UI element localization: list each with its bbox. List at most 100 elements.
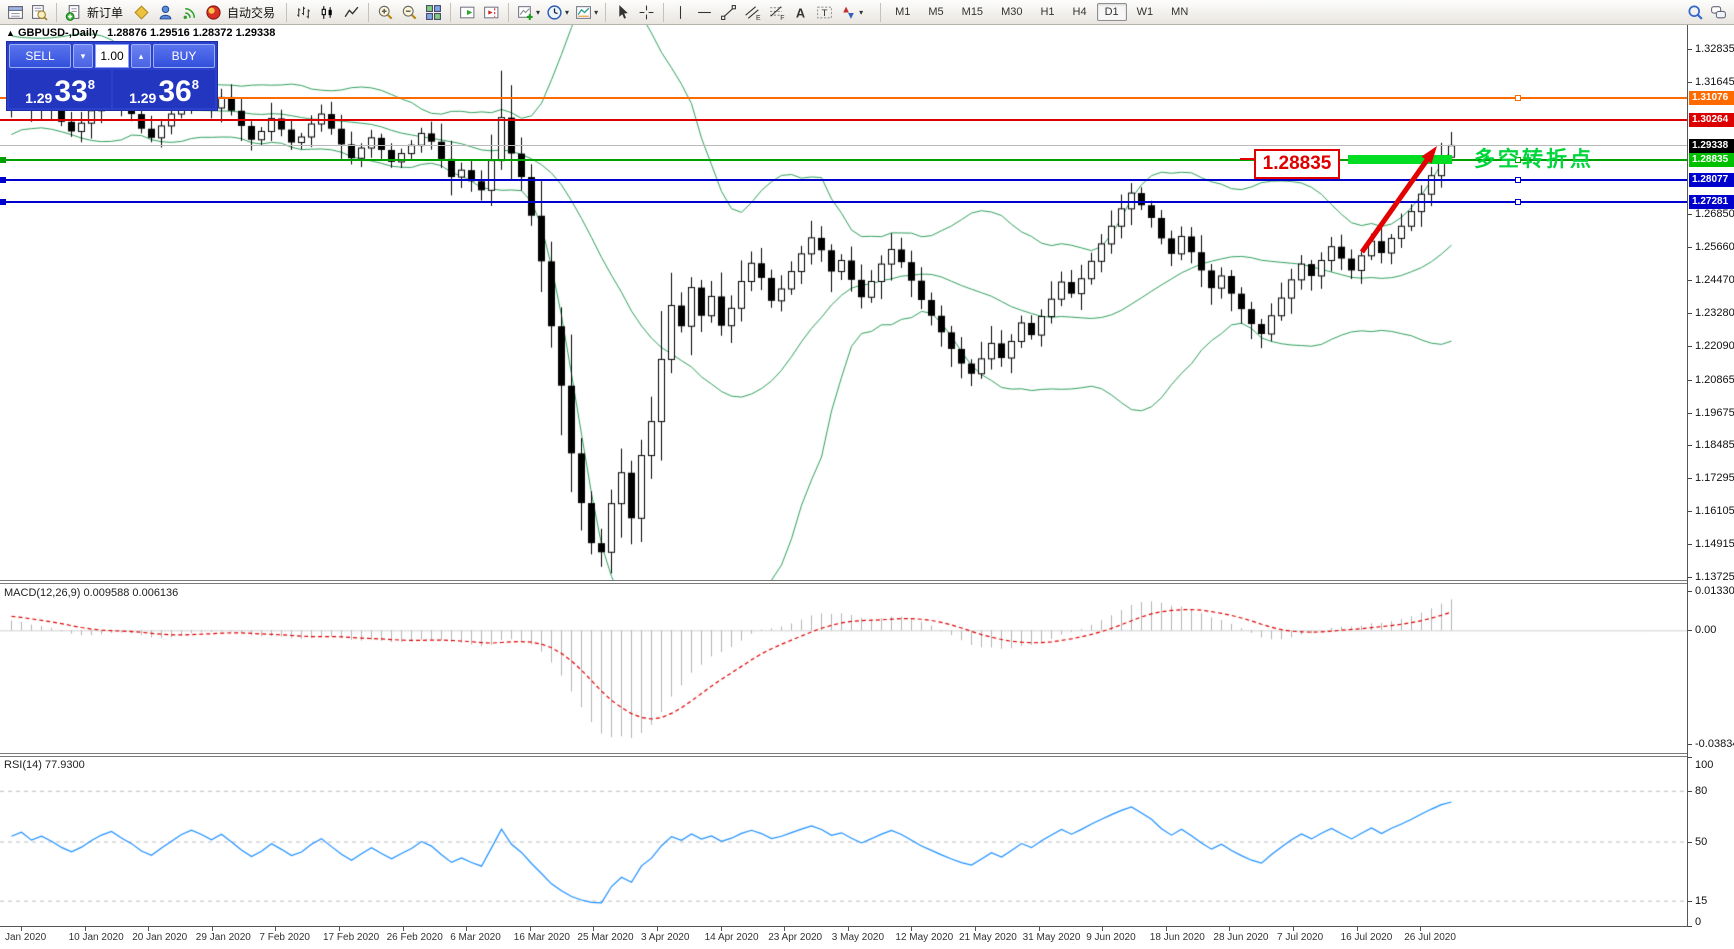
date-label: 26 Feb 2020 bbox=[386, 932, 443, 943]
main-chart-canvas[interactable] bbox=[0, 25, 1687, 580]
date-label: 3 May 2020 bbox=[831, 932, 885, 943]
templates-dropdown-icon[interactable]: ▾ bbox=[594, 7, 599, 17]
turning-point-note[interactable]: 多空转折点 bbox=[1474, 148, 1594, 171]
timeframe-M15[interactable]: M15 bbox=[961, 6, 984, 18]
date-label: Jan 2020 bbox=[5, 932, 47, 943]
timeframe-H4[interactable]: H4 bbox=[1072, 6, 1087, 18]
timeframe-M30[interactable]: M30 bbox=[1001, 6, 1023, 18]
price-axis-border bbox=[1687, 25, 1688, 927]
timeframe-MN[interactable]: MN bbox=[1171, 6, 1189, 18]
date-label: 26 Jul 2020 bbox=[1404, 932, 1456, 943]
indicators-dropdown-icon[interactable]: ▾ bbox=[536, 7, 541, 17]
metaeditor-icon[interactable] bbox=[130, 2, 153, 23]
date-label: 16 Jul 2020 bbox=[1340, 932, 1393, 943]
timeframe-M1[interactable]: M1 bbox=[895, 6, 911, 18]
timeframe-D1[interactable]: D1 bbox=[1096, 3, 1127, 21]
chart-shift-icon[interactable] bbox=[480, 2, 503, 23]
svg-text:A: A bbox=[796, 5, 805, 20]
price-annotation-box[interactable]: 1.28835 bbox=[1254, 149, 1340, 179]
timeframe-H1[interactable]: H1 bbox=[1040, 6, 1055, 18]
date-label: 16 Mar 2020 bbox=[513, 932, 570, 943]
toolbar-separator bbox=[286, 2, 288, 22]
date-label: 31 May 2020 bbox=[1022, 932, 1081, 943]
price-line-tag: 1.28077 bbox=[1689, 173, 1734, 188]
date-label: 10 Jan 2020 bbox=[68, 932, 124, 943]
toolbar-separator bbox=[663, 2, 665, 22]
indicators-icon[interactable] bbox=[514, 2, 537, 23]
text-icon[interactable]: A bbox=[789, 2, 812, 23]
timeframe-toolbar: M1 M5 M15 M30 H1 H4 D1 W1 MN bbox=[886, 3, 1197, 21]
terminal-panel-icon[interactable] bbox=[4, 2, 27, 23]
time-axis-border bbox=[0, 926, 1687, 927]
horizontal-line-icon[interactable] bbox=[693, 2, 716, 23]
panel-separator[interactable] bbox=[0, 756, 1687, 757]
sell-button[interactable]: SELL bbox=[9, 44, 71, 68]
timeframe-M5[interactable]: M5 bbox=[928, 6, 944, 18]
zoom-in-icon[interactable] bbox=[374, 2, 397, 23]
search-icon[interactable] bbox=[1684, 2, 1707, 23]
channel-icon[interactable]: E bbox=[741, 2, 764, 23]
svg-text:T: T bbox=[822, 8, 828, 19]
panel-separator[interactable] bbox=[0, 753, 1687, 754]
toolbar-separator bbox=[508, 2, 510, 22]
periods-dropdown-icon[interactable]: ▾ bbox=[565, 7, 570, 17]
candlestick-chart-icon[interactable] bbox=[316, 2, 339, 23]
date-label: 14 Apr 2020 bbox=[704, 932, 759, 943]
date-label: 7 Jul 2020 bbox=[1277, 932, 1324, 943]
line-chart-icon[interactable] bbox=[340, 2, 363, 23]
vertical-line-icon[interactable] bbox=[669, 2, 692, 23]
buy-price-big: 36 bbox=[158, 75, 192, 109]
date-label: 29 Jan 2020 bbox=[195, 932, 251, 943]
date-label: 17 Feb 2020 bbox=[323, 932, 380, 943]
autotrading-label[interactable]: 自动交易 bbox=[227, 5, 276, 20]
buy-price-pip: 8 bbox=[191, 77, 199, 92]
date-label: 28 Jun 2020 bbox=[1213, 932, 1269, 943]
volume-decrease-button[interactable]: ▾ bbox=[73, 44, 93, 68]
volume-input[interactable] bbox=[95, 44, 129, 68]
panel-separator[interactable] bbox=[0, 583, 1687, 584]
text-label-icon[interactable]: T bbox=[813, 2, 836, 23]
tile-windows-icon[interactable] bbox=[422, 2, 445, 23]
arrows-icon[interactable] bbox=[837, 2, 860, 23]
svg-text:F: F bbox=[780, 14, 784, 20]
data-window-icon[interactable] bbox=[28, 2, 51, 23]
date-label: 9 Jun 2020 bbox=[1086, 932, 1136, 943]
rsi-panel-canvas[interactable] bbox=[0, 757, 1687, 926]
trendline-icon[interactable] bbox=[717, 2, 740, 23]
signals-icon[interactable] bbox=[178, 2, 201, 23]
toolbar-separator bbox=[880, 2, 882, 22]
new-order-label[interactable]: 新订单 bbox=[87, 5, 124, 20]
date-label: 7 Feb 2020 bbox=[259, 932, 310, 943]
date-label: 18 Jun 2020 bbox=[1149, 932, 1205, 943]
auto-scroll-icon[interactable] bbox=[456, 2, 479, 23]
buy-button[interactable]: BUY bbox=[153, 44, 215, 68]
sell-price-prefix: 1.29 bbox=[25, 90, 53, 106]
toolbar-separator bbox=[605, 2, 607, 22]
cursor-icon[interactable] bbox=[611, 2, 634, 23]
sell-price-pip: 8 bbox=[87, 77, 95, 92]
new-order-icon[interactable] bbox=[62, 2, 85, 23]
support-highlight-bar[interactable] bbox=[1348, 155, 1452, 164]
templates-icon[interactable] bbox=[572, 2, 595, 23]
zoom-out-icon[interactable] bbox=[398, 2, 421, 23]
buy-price-display[interactable]: 1.29 36 8 bbox=[113, 70, 215, 108]
arrows-dropdown-icon[interactable]: ▾ bbox=[859, 7, 864, 17]
panel-separator[interactable] bbox=[0, 580, 1687, 581]
sell-price-big: 33 bbox=[54, 75, 88, 109]
fibonacci-icon[interactable]: F bbox=[765, 2, 788, 23]
periods-icon[interactable] bbox=[543, 2, 566, 23]
timeframe-W1[interactable]: W1 bbox=[1136, 6, 1154, 18]
crosshair-icon[interactable] bbox=[635, 2, 658, 23]
volume-increase-button[interactable]: ▴ bbox=[131, 44, 151, 68]
expert-advisor-icon[interactable] bbox=[154, 2, 177, 23]
sell-price-display[interactable]: 1.29 33 8 bbox=[9, 70, 111, 108]
autotrading-icon[interactable] bbox=[202, 2, 225, 23]
chat-icon[interactable] bbox=[1707, 2, 1730, 23]
date-label: 20 Jan 2020 bbox=[132, 932, 188, 943]
collapse-panel-icon[interactable]: ▲ bbox=[6, 28, 15, 38]
toolbar-right-group bbox=[1684, 2, 1730, 23]
macd-panel-canvas[interactable] bbox=[0, 584, 1687, 753]
date-label: 25 Mar 2020 bbox=[577, 932, 634, 943]
bar-chart-icon[interactable] bbox=[292, 2, 315, 23]
